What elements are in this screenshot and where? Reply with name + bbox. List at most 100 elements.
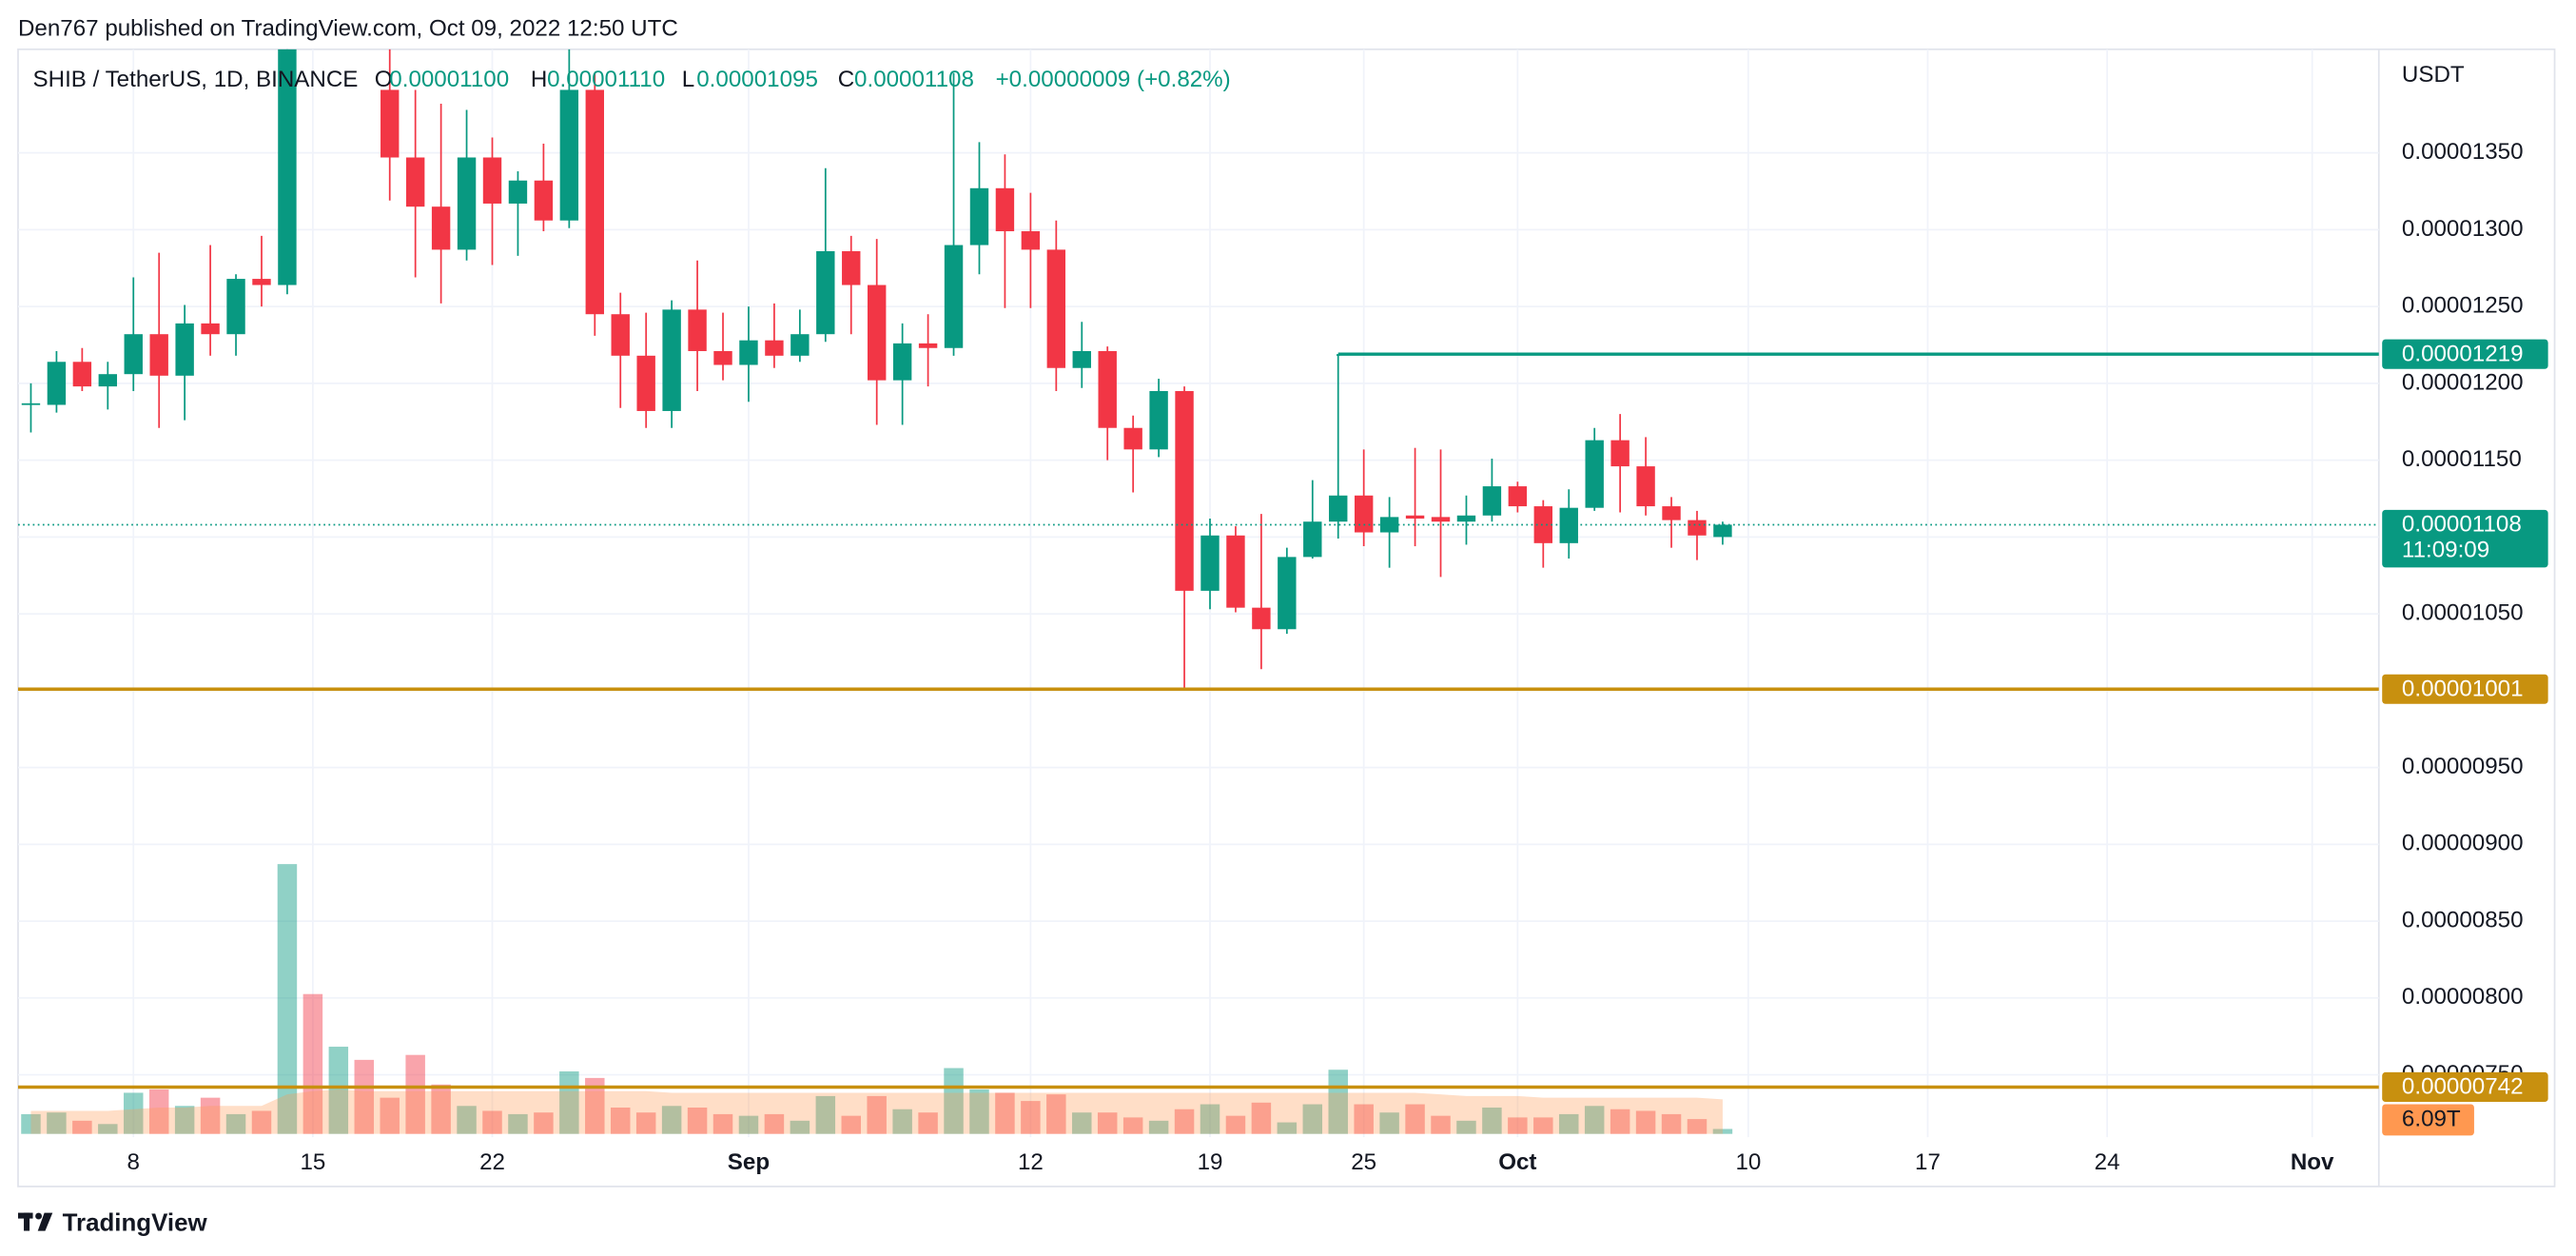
volume-bar: [508, 1113, 528, 1134]
volume-bar: [1122, 1117, 1143, 1134]
volume-bar: [1302, 1104, 1323, 1134]
volume-bar: [764, 1113, 785, 1134]
y-tick-label: 0.00000950: [2402, 754, 2524, 779]
candle-body: [47, 362, 67, 405]
volume-bar: [1431, 1115, 1451, 1134]
volume-bar: [1072, 1112, 1092, 1134]
price-label-box: [2382, 1071, 2548, 1103]
volume-bar: [72, 1120, 92, 1134]
volume-bar: [174, 1106, 195, 1134]
volume-bar: [534, 1112, 554, 1134]
candle-body: [816, 251, 835, 335]
y-tick-label: 0.00000800: [2402, 984, 2524, 1010]
volume-bar: [1584, 1106, 1605, 1134]
candle-body: [1559, 507, 1578, 543]
volume-bar: [1661, 1113, 1682, 1134]
volume-bar: [815, 1095, 836, 1134]
volume-bar: [1200, 1104, 1220, 1134]
y-tick-label: 0.00001350: [2402, 139, 2524, 165]
volume-bar: [1379, 1112, 1399, 1134]
volume-bar: [841, 1115, 861, 1134]
volume-bar: [47, 1112, 67, 1134]
candle-body: [1533, 506, 1553, 543]
currency-label: USDT: [2402, 62, 2465, 88]
last-price-box: [2382, 509, 2548, 568]
candle-body: [918, 343, 938, 348]
volume-bar: [1148, 1120, 1169, 1134]
candle-body: [969, 187, 989, 245]
candle-body: [636, 355, 655, 411]
candle-body: [1662, 506, 1681, 520]
candle-body: [98, 374, 118, 387]
grid: 0.000007500.000008000.000008500.00000900…: [17, 49, 2524, 1175]
candle-body: [201, 323, 220, 335]
volume-ma-area: [30, 1089, 1723, 1134]
candle-body: [431, 206, 451, 250]
volume-bar: [867, 1095, 887, 1134]
candle-body: [1482, 486, 1502, 516]
x-tick-label: Nov: [2291, 1149, 2334, 1175]
volume-bar: [995, 1092, 1015, 1134]
candle-body: [1252, 607, 1271, 630]
candle-body: [944, 245, 964, 348]
candle-body: [1508, 486, 1528, 507]
x-tick-label: 10: [1735, 1149, 1761, 1175]
volume-bar: [610, 1108, 631, 1134]
volume-bar: [1174, 1109, 1195, 1134]
volume-bar: [1687, 1119, 1708, 1134]
volume-bar: [1559, 1113, 1579, 1134]
candle-body: [1303, 521, 1322, 558]
price-label: 0.00001219: [2402, 341, 2524, 366]
chart-frame: [17, 48, 2556, 1187]
candle-body: [842, 251, 861, 285]
x-tick-label: 22: [479, 1149, 505, 1175]
candle-body: [1405, 515, 1425, 519]
volume-bar: [354, 1059, 375, 1134]
volume-bar: [98, 1124, 118, 1134]
volume-bar: [457, 1106, 477, 1134]
candle-body: [278, 49, 297, 285]
candle-body: [1021, 231, 1041, 250]
candle-body: [252, 279, 271, 285]
volume-bar: [21, 1113, 41, 1134]
candle-body: [1610, 440, 1630, 467]
candle-body: [1123, 427, 1142, 450]
volume-bar: [712, 1113, 733, 1134]
volume-bar: [1097, 1112, 1118, 1134]
y-tick-label: 0.00000900: [2402, 831, 2524, 856]
bar-countdown: 11:09:09: [2402, 537, 2489, 562]
candle-body: [739, 340, 758, 365]
candle-body: [1226, 535, 1245, 608]
candle-body: [405, 157, 425, 207]
volume-pane: [21, 864, 1733, 1134]
legend-key: O: [375, 67, 393, 92]
candle-body: [1636, 466, 1655, 507]
volume-bar: [328, 1047, 349, 1134]
y-tick-label: 0.00001200: [2402, 369, 2524, 395]
volume-bar: [1635, 1110, 1656, 1134]
candle-body: [1175, 390, 1194, 591]
volume-bar: [738, 1115, 759, 1134]
volume-ma-label: 6.09T: [2402, 1106, 2461, 1131]
volume-bar: [1508, 1117, 1528, 1134]
x-tick-label: Sep: [728, 1149, 770, 1175]
candle-body: [1688, 520, 1707, 536]
candle-body: [1149, 390, 1168, 450]
legend-key: H: [531, 67, 547, 92]
candle-body: [790, 334, 810, 356]
volume-bar: [1456, 1120, 1476, 1134]
candle-body: [765, 340, 784, 356]
legend-value: 0.00001100: [389, 67, 509, 92]
candle-body: [1046, 249, 1066, 368]
x-tick-label: 17: [1915, 1149, 1941, 1175]
volume-bar: [225, 1113, 246, 1134]
candle-body: [149, 334, 168, 376]
candle-body: [508, 180, 528, 204]
x-tick-label: 12: [1018, 1149, 1044, 1175]
candle-body: [662, 309, 681, 411]
x-tick-label: 8: [127, 1149, 140, 1175]
candle-body: [559, 89, 579, 221]
candle-body: [175, 323, 194, 376]
volume-bar: [1533, 1117, 1553, 1134]
